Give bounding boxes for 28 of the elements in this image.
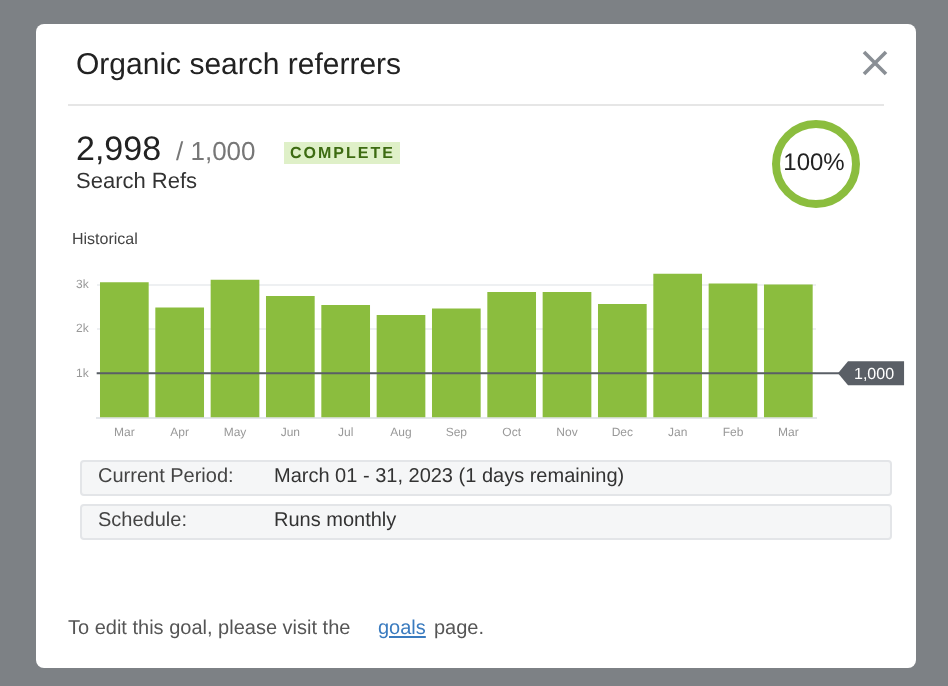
text: page.	[434, 618, 485, 640]
chart-title: Organic search referrers	[76, 48, 402, 82]
text: Runs monthly	[274, 510, 397, 532]
text: COMPLETE	[284, 142, 401, 164]
bar	[431, 308, 481, 418]
text: 2,998	[76, 130, 162, 170]
text: / 1,000	[176, 136, 256, 166]
bar	[99, 282, 149, 418]
bar	[265, 296, 315, 418]
text: Search Refs	[76, 170, 198, 194]
text: Historical	[72, 230, 138, 248]
text: Schedule:	[98, 510, 187, 532]
bar	[653, 273, 703, 418]
bar	[763, 284, 813, 418]
bar	[155, 307, 205, 418]
text: March 01 - 31, 2023 (1 days remaining)	[274, 466, 625, 488]
bar	[376, 315, 426, 418]
bar	[708, 283, 758, 418]
text: Current Period:	[98, 466, 234, 488]
bar	[321, 304, 371, 418]
bar	[487, 292, 537, 418]
ref-line-label: 1,000	[854, 364, 896, 383]
bar	[542, 292, 592, 418]
text: 100%	[781, 148, 847, 176]
bar	[210, 279, 260, 418]
text: goals	[378, 618, 426, 640]
text: To edit this goal, please visit the	[68, 618, 351, 640]
bar	[597, 304, 647, 418]
